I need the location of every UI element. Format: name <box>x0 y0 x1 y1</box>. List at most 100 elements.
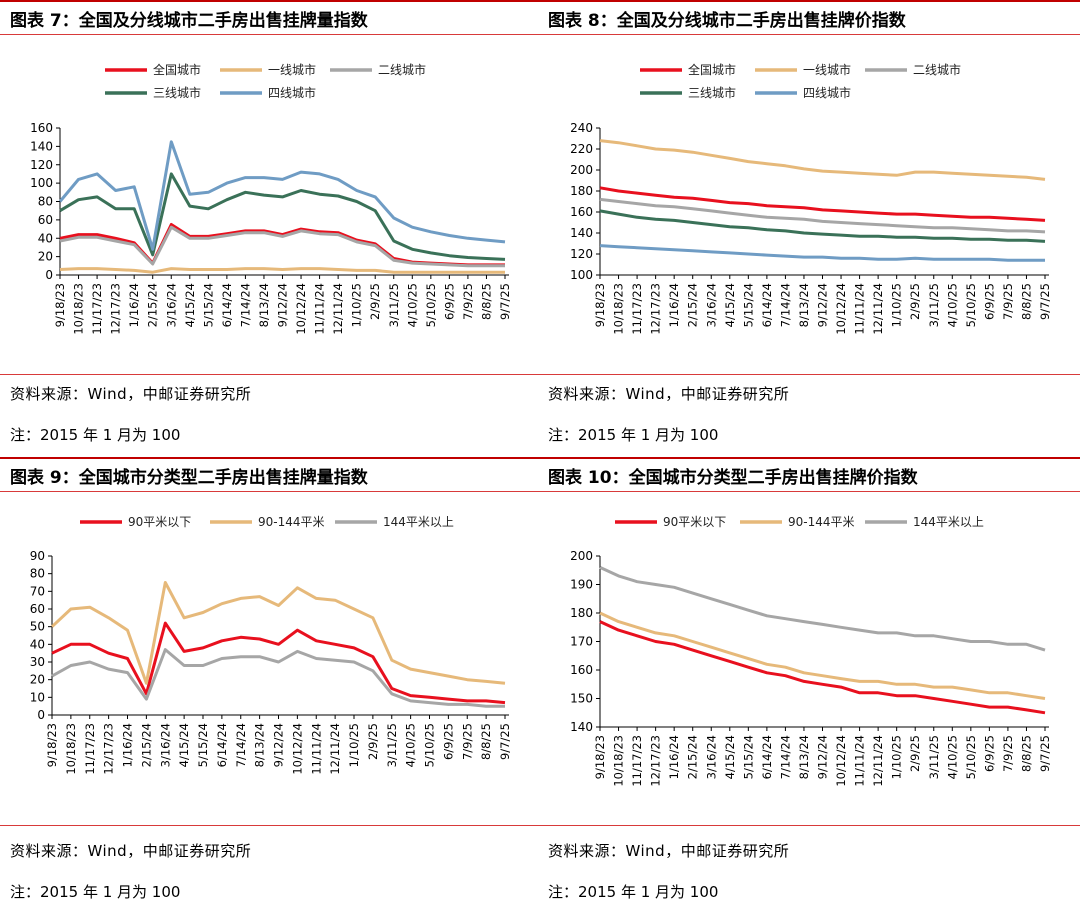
x-tick-label: 5/10/25 <box>424 283 438 327</box>
legend-label: 90-144平米 <box>788 515 855 529</box>
x-tick-label: 1/10/25 <box>890 283 904 327</box>
y-tick-label: 200 <box>570 549 593 563</box>
x-tick-label: 8/13/24 <box>253 723 267 767</box>
x-tick-label: 11/11/24 <box>309 723 323 775</box>
source-text: 资料来源：Wind，中邮证券研究所 <box>548 842 790 860</box>
y-tick-label: 30 <box>30 655 45 669</box>
x-tick-label: 7/14/24 <box>238 283 252 327</box>
source-text: 资料来源：Wind，中邮证券研究所 <box>10 842 252 860</box>
x-tick-label: 6/14/24 <box>760 735 774 779</box>
y-tick-label: 170 <box>570 635 593 649</box>
x-tick-label: 7/9/25 <box>1001 735 1015 772</box>
chart-title: 图表 10：全国城市分类型二手房出售挂牌价指数 <box>548 468 918 488</box>
footer-rule <box>540 825 1080 826</box>
x-tick-label: 4/15/24 <box>723 735 737 779</box>
note-text: 注：2015 年 1 月为 100 <box>548 426 719 444</box>
x-tick-label: 9/12/24 <box>816 283 830 327</box>
title-rule <box>0 34 540 35</box>
y-tick-label: 40 <box>38 231 53 245</box>
legend-label: 四线城市 <box>268 85 316 100</box>
x-tick-label: 10/18/23 <box>612 735 626 787</box>
legend-label: 144平米以上 <box>913 515 984 529</box>
series-line <box>59 225 505 268</box>
series-line <box>50 581 506 685</box>
y-tick-label: 140 <box>570 720 593 734</box>
y-tick-label: 150 <box>570 692 593 706</box>
y-tick-label: 60 <box>30 602 45 616</box>
series-line <box>599 209 1046 243</box>
x-tick-label: 2/15/24 <box>686 735 700 779</box>
source-text: 资料来源：Wind，中邮证券研究所 <box>10 385 252 403</box>
x-tick-label: 11/17/23 <box>630 283 644 335</box>
x-tick-label: 11/17/23 <box>630 735 644 787</box>
x-tick-label: 6/14/24 <box>215 723 229 767</box>
y-tick-label: 80 <box>38 195 53 209</box>
x-tick-label: 9/12/24 <box>272 723 286 767</box>
x-tick-label: 12/17/23 <box>109 283 123 335</box>
legend-label: 三线城市 <box>153 85 201 100</box>
x-tick-label: 9/18/23 <box>53 283 67 327</box>
panel-top-rule <box>540 0 1080 2</box>
y-tick-label: 100 <box>570 268 593 282</box>
x-tick-label: 6/9/25 <box>982 735 996 772</box>
legend-label: 四线城市 <box>803 85 851 100</box>
x-tick-label: 3/11/25 <box>385 723 399 767</box>
x-tick-label: 10/18/23 <box>64 723 78 775</box>
x-tick-label: 12/11/24 <box>871 283 885 335</box>
y-tick-label: 60 <box>38 213 53 227</box>
panel-top-rule <box>0 457 540 459</box>
x-tick-label: 4/15/24 <box>183 283 197 327</box>
panel-top-rule <box>540 457 1080 459</box>
chart-title: 图表 8：全国及分线城市二手房出售挂牌价指数 <box>548 11 906 31</box>
x-tick-label: 5/15/24 <box>201 283 215 327</box>
series-line <box>599 566 1046 652</box>
x-tick-label: 8/8/25 <box>1019 283 1033 320</box>
series-line <box>51 648 505 708</box>
note-text: 注：2015 年 1 月为 100 <box>10 883 181 901</box>
legend-label: 二线城市 <box>378 62 426 77</box>
x-tick-label: 10/12/24 <box>834 735 848 787</box>
x-tick-label: 12/17/23 <box>649 283 663 335</box>
x-tick-label: 8/13/24 <box>797 283 811 327</box>
x-tick-label: 12/17/23 <box>649 735 663 787</box>
chart-svg: 90平米以下 90-144平米 144平米以上 140 150 160 170 180 190 2… <box>570 515 1052 787</box>
x-tick-label: 9/12/24 <box>816 735 830 779</box>
legend-label: 90-144平米 <box>258 515 325 529</box>
x-tick-label: 10/12/24 <box>294 283 308 335</box>
y-tick-label: 20 <box>30 673 45 687</box>
x-tick-label: 7/14/24 <box>778 735 792 779</box>
source-text: 资料来源：Wind，中邮证券研究所 <box>548 385 790 403</box>
x-tick-label: 4/10/25 <box>945 283 959 327</box>
footer-rule <box>540 374 1080 375</box>
y-tick-label: 100 <box>30 176 53 190</box>
x-tick-label: 1/16/24 <box>667 283 681 327</box>
x-tick-label: 7/9/25 <box>460 723 474 760</box>
x-tick-label: 2/9/25 <box>908 735 922 772</box>
x-tick-label: 1/16/24 <box>667 735 681 779</box>
x-tick-label: 5/10/25 <box>423 723 437 767</box>
x-tick-label: 1/10/25 <box>350 283 364 327</box>
series-line <box>599 139 1046 181</box>
x-tick-label: 10/18/23 <box>72 283 86 335</box>
y-tick-label: 190 <box>570 578 593 592</box>
y-tick-label: 0 <box>37 708 45 722</box>
x-tick-label: 10/12/24 <box>834 283 848 335</box>
note-text: 注：2015 年 1 月为 100 <box>548 883 719 901</box>
x-tick-label: 3/11/25 <box>387 283 401 327</box>
x-tick-label: 7/9/25 <box>1001 283 1015 320</box>
legend-label: 全国城市 <box>153 62 201 77</box>
x-tick-label: 12/11/24 <box>328 723 342 775</box>
legend-label: 全国城市 <box>688 62 736 77</box>
x-tick-label: 2/9/25 <box>366 723 380 760</box>
x-tick-label: 2/15/24 <box>139 723 153 767</box>
x-tick-label: 4/15/24 <box>723 283 737 327</box>
x-tick-label: 4/10/25 <box>404 723 418 767</box>
legend-label: 三线城市 <box>688 85 736 100</box>
x-tick-label: 3/11/25 <box>927 283 941 327</box>
legend-label: 一线城市 <box>268 62 316 77</box>
x-tick-label: 2/15/24 <box>686 283 700 327</box>
x-tick-label: 3/16/24 <box>158 723 172 767</box>
x-tick-label: 8/8/25 <box>479 723 493 760</box>
x-tick-label: 9/18/23 <box>593 283 607 327</box>
x-tick-label: 6/9/25 <box>982 283 996 320</box>
